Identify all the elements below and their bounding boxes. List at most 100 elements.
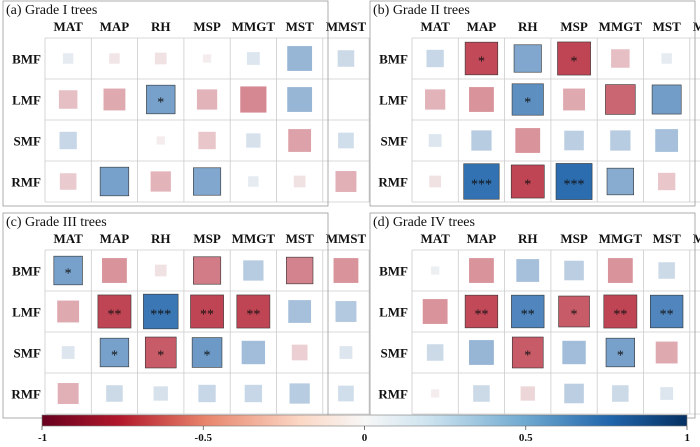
correlation-square xyxy=(196,89,218,110)
column-header: RH xyxy=(518,19,538,34)
correlation-square xyxy=(102,258,127,283)
column-header: MST xyxy=(653,231,682,246)
correlation-square xyxy=(511,294,545,329)
correlation-square xyxy=(338,385,354,402)
significance-label: * xyxy=(111,349,118,364)
correlation-square xyxy=(650,294,684,329)
correlation-square xyxy=(202,54,212,63)
significance-label: * xyxy=(157,349,164,364)
significance-label: ** xyxy=(521,308,535,323)
correlation-square xyxy=(563,88,585,111)
correlation-square xyxy=(564,383,584,404)
correlation-square xyxy=(236,294,271,329)
colorbar xyxy=(41,414,688,427)
column-header: RH xyxy=(151,19,171,34)
correlation-square xyxy=(244,384,263,403)
significance-label: * xyxy=(524,349,531,364)
correlation-square xyxy=(607,258,633,283)
row-label: BMF xyxy=(379,264,408,279)
correlation-square xyxy=(146,84,176,115)
correlation-square xyxy=(510,164,545,199)
correlation-square xyxy=(471,130,492,151)
panel-title: (b) Grade II trees xyxy=(373,3,470,18)
correlation-square xyxy=(58,90,78,109)
column-header: MSP xyxy=(560,19,588,34)
correlation-square xyxy=(469,340,494,365)
row-label: BMF xyxy=(379,52,408,67)
significance-label: * xyxy=(617,349,624,364)
panel-title: (d) Grade IV trees xyxy=(373,215,475,230)
correlation-square xyxy=(198,384,216,403)
significance-label: * xyxy=(524,96,531,111)
column-header: RH xyxy=(151,231,171,246)
significance-label: * xyxy=(204,349,211,364)
correlation-square xyxy=(190,294,224,329)
correlation-square xyxy=(59,131,77,150)
correlation-square xyxy=(59,173,77,190)
correlation-square xyxy=(425,89,446,110)
column-header: MAT xyxy=(53,231,83,246)
correlation-square xyxy=(333,258,359,283)
correlation-square xyxy=(338,132,354,149)
correlation-square xyxy=(143,293,179,330)
significance-label: ** xyxy=(474,308,488,323)
correlation-square xyxy=(464,294,499,329)
correlation-square xyxy=(156,136,165,145)
column-header: MMST xyxy=(326,231,367,246)
correlation-square xyxy=(154,52,167,65)
correlation-square xyxy=(106,385,123,402)
significance-label: * xyxy=(65,267,72,282)
correlation-square xyxy=(57,300,80,323)
row-label: LMF xyxy=(379,305,408,320)
colorbar-tick-label: 0 xyxy=(362,432,368,444)
significance-label: ** xyxy=(246,308,260,323)
column-header: MSP xyxy=(193,231,221,246)
correlation-square xyxy=(97,294,132,329)
correlation-square xyxy=(651,84,682,115)
correlation-square xyxy=(463,163,500,200)
correlation-square xyxy=(191,337,223,368)
correlation-square xyxy=(99,166,130,197)
correlation-square xyxy=(57,383,79,404)
correlation-square xyxy=(515,128,541,153)
colorbar-tick-label: 1 xyxy=(685,432,691,444)
colorbar-tick-label: -1 xyxy=(38,432,47,444)
column-header: MSP xyxy=(560,231,588,246)
column-header: MMGT xyxy=(232,231,276,246)
colorbar-tick-label: 0.5 xyxy=(519,432,533,444)
significance-label: *** xyxy=(150,308,171,323)
row-label: LMF xyxy=(379,93,408,108)
correlation-square xyxy=(611,49,630,68)
correlation-square xyxy=(193,256,222,285)
column-header: MSP xyxy=(193,19,221,34)
correlation-square xyxy=(154,264,167,277)
correlation-square xyxy=(246,133,261,148)
colorbar-tick-label: -0.5 xyxy=(195,432,213,444)
significance-label: ** xyxy=(107,308,121,323)
correlation-square xyxy=(603,294,638,329)
correlation-square xyxy=(605,337,635,368)
row-label: SMF xyxy=(14,346,42,361)
column-header: MMST xyxy=(693,19,700,34)
column-header: MAP xyxy=(467,19,497,34)
correlation-square xyxy=(610,130,631,151)
panel-border xyxy=(2,0,329,207)
correlation-square xyxy=(339,346,353,359)
correlation-square xyxy=(240,86,267,113)
row-label: RMF xyxy=(378,387,408,402)
significance-label: ** xyxy=(660,308,674,323)
correlation-square xyxy=(516,259,540,282)
correlation-square xyxy=(243,260,264,281)
column-header: MAP xyxy=(100,231,130,246)
row-label: BMF xyxy=(12,264,41,279)
correlation-square xyxy=(193,167,222,196)
correlation-square xyxy=(431,389,440,398)
correlation-square xyxy=(473,385,490,402)
correlation-square xyxy=(150,171,171,192)
correlation-square xyxy=(293,175,306,188)
correlation-square xyxy=(53,255,83,286)
column-header: RH xyxy=(518,231,538,246)
correlation-square xyxy=(655,129,679,152)
